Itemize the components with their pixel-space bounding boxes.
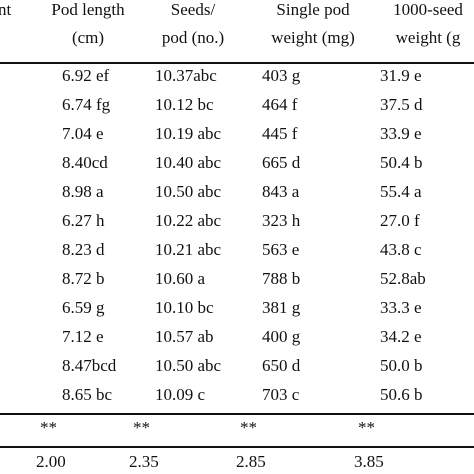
cell: 7.12 e bbox=[62, 327, 104, 346]
column-header: weight (g bbox=[395, 28, 461, 47]
cell: 43.8 c bbox=[380, 240, 422, 259]
cell: 8.72 b bbox=[62, 269, 105, 288]
cell: 10.37abc bbox=[155, 66, 217, 85]
cell: 10.50 abc bbox=[155, 182, 222, 201]
cell: 52.8ab bbox=[380, 269, 426, 288]
cell: 843 a bbox=[262, 182, 300, 201]
cell: 6.92 ef bbox=[62, 66, 110, 85]
cell: 6.59 g bbox=[62, 298, 105, 317]
significance-cell: ** bbox=[40, 418, 57, 437]
cell: 563 e bbox=[262, 240, 300, 259]
cell: 10.57 ab bbox=[155, 327, 214, 346]
column-header: (cm) bbox=[71, 28, 105, 47]
cell: 6.27 h bbox=[62, 211, 105, 230]
cell: 33.9 e bbox=[380, 124, 422, 143]
cell: 464 f bbox=[262, 95, 298, 114]
cell: 50.4 b bbox=[380, 153, 423, 172]
column-header: Single pod bbox=[276, 0, 350, 19]
cell: 10.22 abc bbox=[155, 211, 222, 230]
cell: 10.10 bc bbox=[155, 298, 214, 317]
column-header: Pod length bbox=[51, 0, 125, 19]
cell: 7.04 e bbox=[62, 124, 104, 143]
cell: 10.19 abc bbox=[155, 124, 222, 143]
cell: 8.98 a bbox=[62, 182, 104, 201]
cell: 31.9 e bbox=[380, 66, 422, 85]
cell: 8.23 d bbox=[62, 240, 105, 259]
cell: 665 d bbox=[262, 153, 301, 172]
cell: 55.4 a bbox=[380, 182, 422, 201]
cell: 33.3 e bbox=[380, 298, 422, 317]
cell: 323 h bbox=[262, 211, 301, 230]
cell: 8.47bcd bbox=[62, 356, 117, 375]
cell: 10.12 bc bbox=[155, 95, 214, 114]
cell: 650 d bbox=[262, 356, 301, 375]
header-rule bbox=[0, 62, 474, 64]
cell: 8.65 bc bbox=[62, 385, 113, 404]
cell: 10.50 abc bbox=[155, 356, 222, 375]
cell: 403 g bbox=[262, 66, 301, 85]
first-column-header: nt bbox=[0, 0, 12, 19]
cell: 381 g bbox=[262, 298, 301, 317]
lsd-cell: 2.35 bbox=[129, 452, 159, 471]
cell: 50.0 b bbox=[380, 356, 423, 375]
column-header: weight (mg) bbox=[271, 28, 355, 47]
cell: 10.09 c bbox=[155, 385, 206, 404]
column-header: pod (no.) bbox=[161, 28, 225, 47]
cell: 10.21 abc bbox=[155, 240, 222, 259]
significance-cell: ** bbox=[358, 418, 375, 437]
cell: 37.5 d bbox=[380, 95, 423, 114]
cell: 400 g bbox=[262, 327, 301, 346]
cell: 27.0 f bbox=[380, 211, 420, 230]
body-rule bbox=[0, 413, 474, 415]
significance-cell: ** bbox=[240, 418, 257, 437]
cell: 50.6 b bbox=[380, 385, 423, 404]
column-header: 1000-seed bbox=[393, 0, 463, 19]
lsd-cell: 2.00 bbox=[36, 452, 66, 471]
cell: 445 f bbox=[262, 124, 298, 143]
cell: 788 b bbox=[262, 269, 301, 288]
cell: 8.40cd bbox=[62, 153, 108, 172]
lsd-cell: 2.85 bbox=[236, 452, 266, 471]
cell: 10.60 a bbox=[155, 269, 206, 288]
column-header: Seeds/ bbox=[170, 0, 216, 19]
cell: 34.2 e bbox=[380, 327, 422, 346]
lsd-cell: 3.85 bbox=[354, 452, 384, 471]
cell: 10.40 abc bbox=[155, 153, 222, 172]
significance-cell: ** bbox=[133, 418, 150, 437]
significance-rule bbox=[0, 446, 474, 448]
cell: 6.74 fg bbox=[62, 95, 111, 114]
cell: 703 c bbox=[262, 385, 300, 404]
